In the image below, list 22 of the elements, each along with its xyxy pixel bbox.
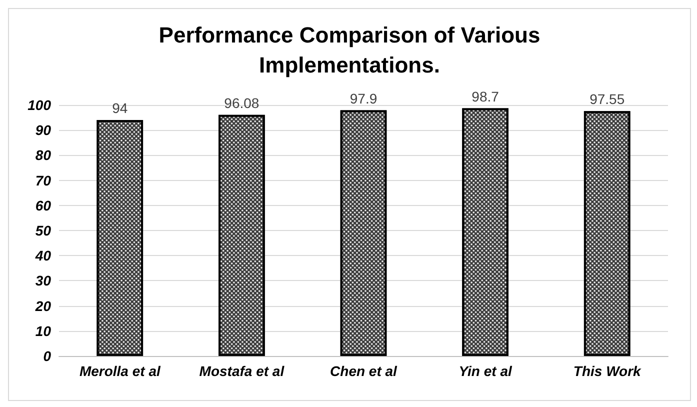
y-tick-label: 0 bbox=[43, 348, 52, 364]
y-tick-label: 60 bbox=[35, 197, 52, 214]
data-label: 97.55 bbox=[590, 91, 625, 108]
y-tick-label: 50 bbox=[35, 222, 52, 238]
x-tick-label: Chen et al bbox=[330, 363, 398, 379]
y-tick-label: 20 bbox=[34, 298, 52, 314]
y-tick-label: 70 bbox=[35, 172, 52, 188]
x-tick-label: This Work bbox=[573, 363, 642, 379]
chart-title: Performance Comparison of Various Implementations. bbox=[158, 22, 540, 78]
y-tick-label: 10 bbox=[35, 322, 52, 339]
data-label: 98.7 bbox=[472, 88, 500, 104]
y-tick-label: 90 bbox=[35, 122, 52, 138]
data-label: 97.9 bbox=[350, 90, 378, 106]
y-tick-label: 80 bbox=[35, 147, 52, 164]
data-label: 94 bbox=[112, 100, 128, 116]
x-tick-label: Mostafa et al bbox=[199, 363, 286, 379]
y-tick-label: 30 bbox=[35, 272, 52, 289]
x-tick-label: Merolla et al bbox=[79, 363, 162, 379]
x-tick-label: Yin et al bbox=[458, 363, 513, 379]
y-tick-label: 100 bbox=[28, 97, 52, 113]
y-tick-label: 40 bbox=[34, 248, 52, 264]
data-label: 96.08 bbox=[224, 94, 260, 111]
